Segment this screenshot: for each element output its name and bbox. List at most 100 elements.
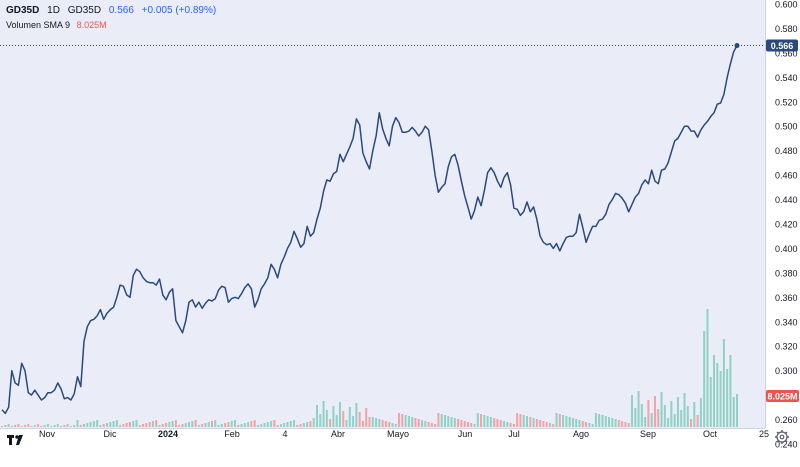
volume-bar	[588, 423, 591, 427]
settings-gear-icon[interactable]	[775, 430, 789, 444]
volume-bar	[493, 418, 496, 427]
volume-bar	[667, 418, 670, 427]
volume-bar	[211, 421, 213, 427]
volume-bar	[125, 423, 128, 427]
volume-bar	[345, 420, 348, 427]
volume-bar	[263, 423, 266, 427]
volume-bar	[585, 422, 588, 427]
y-tick-label: 0.360	[775, 293, 798, 303]
volume-bar	[657, 409, 660, 427]
volume-bar	[575, 419, 578, 427]
volume-bar	[621, 421, 624, 427]
x-tick-label: 4	[282, 429, 287, 439]
y-tick-label: 0.440	[775, 195, 798, 205]
volume-bar	[76, 420, 79, 427]
volume-bar	[165, 423, 168, 427]
volume-bar	[522, 415, 525, 427]
volume-bar	[690, 419, 693, 427]
volume-bar	[161, 424, 164, 427]
volume-bar	[447, 416, 450, 427]
volume-bar	[598, 414, 601, 427]
volume-bar	[27, 424, 30, 427]
volume-bar	[119, 425, 122, 427]
volume-bar	[279, 424, 282, 427]
volume-bar	[614, 419, 617, 427]
volume-bar	[703, 331, 706, 427]
volume-bar	[89, 422, 92, 427]
volume-bar	[237, 425, 240, 427]
volume-bar	[558, 414, 561, 427]
volume-bar	[332, 406, 335, 427]
volume-bar	[181, 424, 184, 427]
volume-bar	[37, 424, 40, 427]
volume-bar	[132, 421, 135, 427]
volume-bar	[106, 423, 108, 427]
volume-bar	[224, 423, 227, 427]
volume-bar	[591, 424, 594, 427]
volume-bar	[594, 413, 597, 427]
volume-bar	[7, 424, 10, 427]
volume-bar	[506, 422, 509, 427]
volume-bar	[266, 422, 269, 427]
volume-bar	[552, 424, 555, 427]
volume-badge: 8.025M	[766, 390, 799, 402]
volume-bar	[20, 426, 23, 427]
volume-bar	[608, 417, 611, 427]
volume-bar	[194, 420, 197, 427]
gridlines	[0, 0, 765, 428]
volume-bar	[122, 424, 125, 427]
volume-badge-label: 8.025M	[767, 392, 797, 402]
volume-bar	[466, 422, 469, 427]
volume-bar	[421, 420, 423, 427]
volume-bar	[391, 423, 394, 427]
volume-bar	[250, 421, 253, 427]
y-tick-label: 0.460	[775, 171, 798, 181]
volume-bar	[427, 422, 430, 427]
volume-bar	[50, 426, 53, 427]
volume-bar	[732, 397, 735, 427]
volume-bar	[79, 425, 82, 427]
volume-bar	[653, 396, 656, 427]
volume-bar	[217, 425, 220, 427]
volume-bar	[388, 422, 391, 427]
x-tick-label: Abr	[331, 429, 345, 439]
volume-bar	[683, 393, 686, 427]
volume-bar	[729, 355, 732, 427]
volume-bar	[60, 426, 63, 427]
volume-bar	[706, 309, 709, 427]
volume-bar	[680, 410, 683, 427]
volume-bar	[434, 424, 437, 427]
volume-bar	[647, 400, 650, 427]
volume-bars	[1, 309, 738, 427]
volume-bar	[512, 424, 515, 427]
volume-bar	[398, 413, 401, 427]
volume-bar	[411, 417, 414, 427]
volume-bar	[430, 423, 433, 427]
volume-bar	[571, 418, 574, 427]
volume-bar	[138, 425, 141, 427]
volume-bar	[283, 423, 286, 427]
volume-bar	[197, 425, 200, 427]
volume-bar	[414, 418, 417, 427]
interval-label[interactable]: 1D	[47, 5, 60, 16]
y-tick-label: 0.260	[775, 415, 798, 425]
volume-bar	[128, 422, 131, 427]
volume-bar	[99, 425, 102, 427]
tradingview-logo-icon[interactable]	[6, 432, 26, 448]
volume-bar	[155, 420, 158, 427]
x-tick-label: Dic	[104, 429, 117, 439]
volume-bar	[634, 408, 637, 427]
volume-legend: Volumen SMA 9 8.025M	[6, 20, 107, 30]
y-tick-label: 0.300	[775, 366, 798, 376]
volume-bar	[1, 426, 3, 427]
volume-bar	[109, 422, 112, 427]
volume-bar	[56, 424, 59, 427]
volume-bar	[509, 423, 512, 427]
volume-bar	[276, 425, 279, 427]
y-tick-label: 0.420	[775, 220, 798, 230]
volume-bar	[601, 415, 604, 427]
volume-bar	[676, 397, 679, 427]
symbol-label[interactable]: GD35D	[6, 5, 40, 16]
volume-bar	[407, 416, 410, 427]
